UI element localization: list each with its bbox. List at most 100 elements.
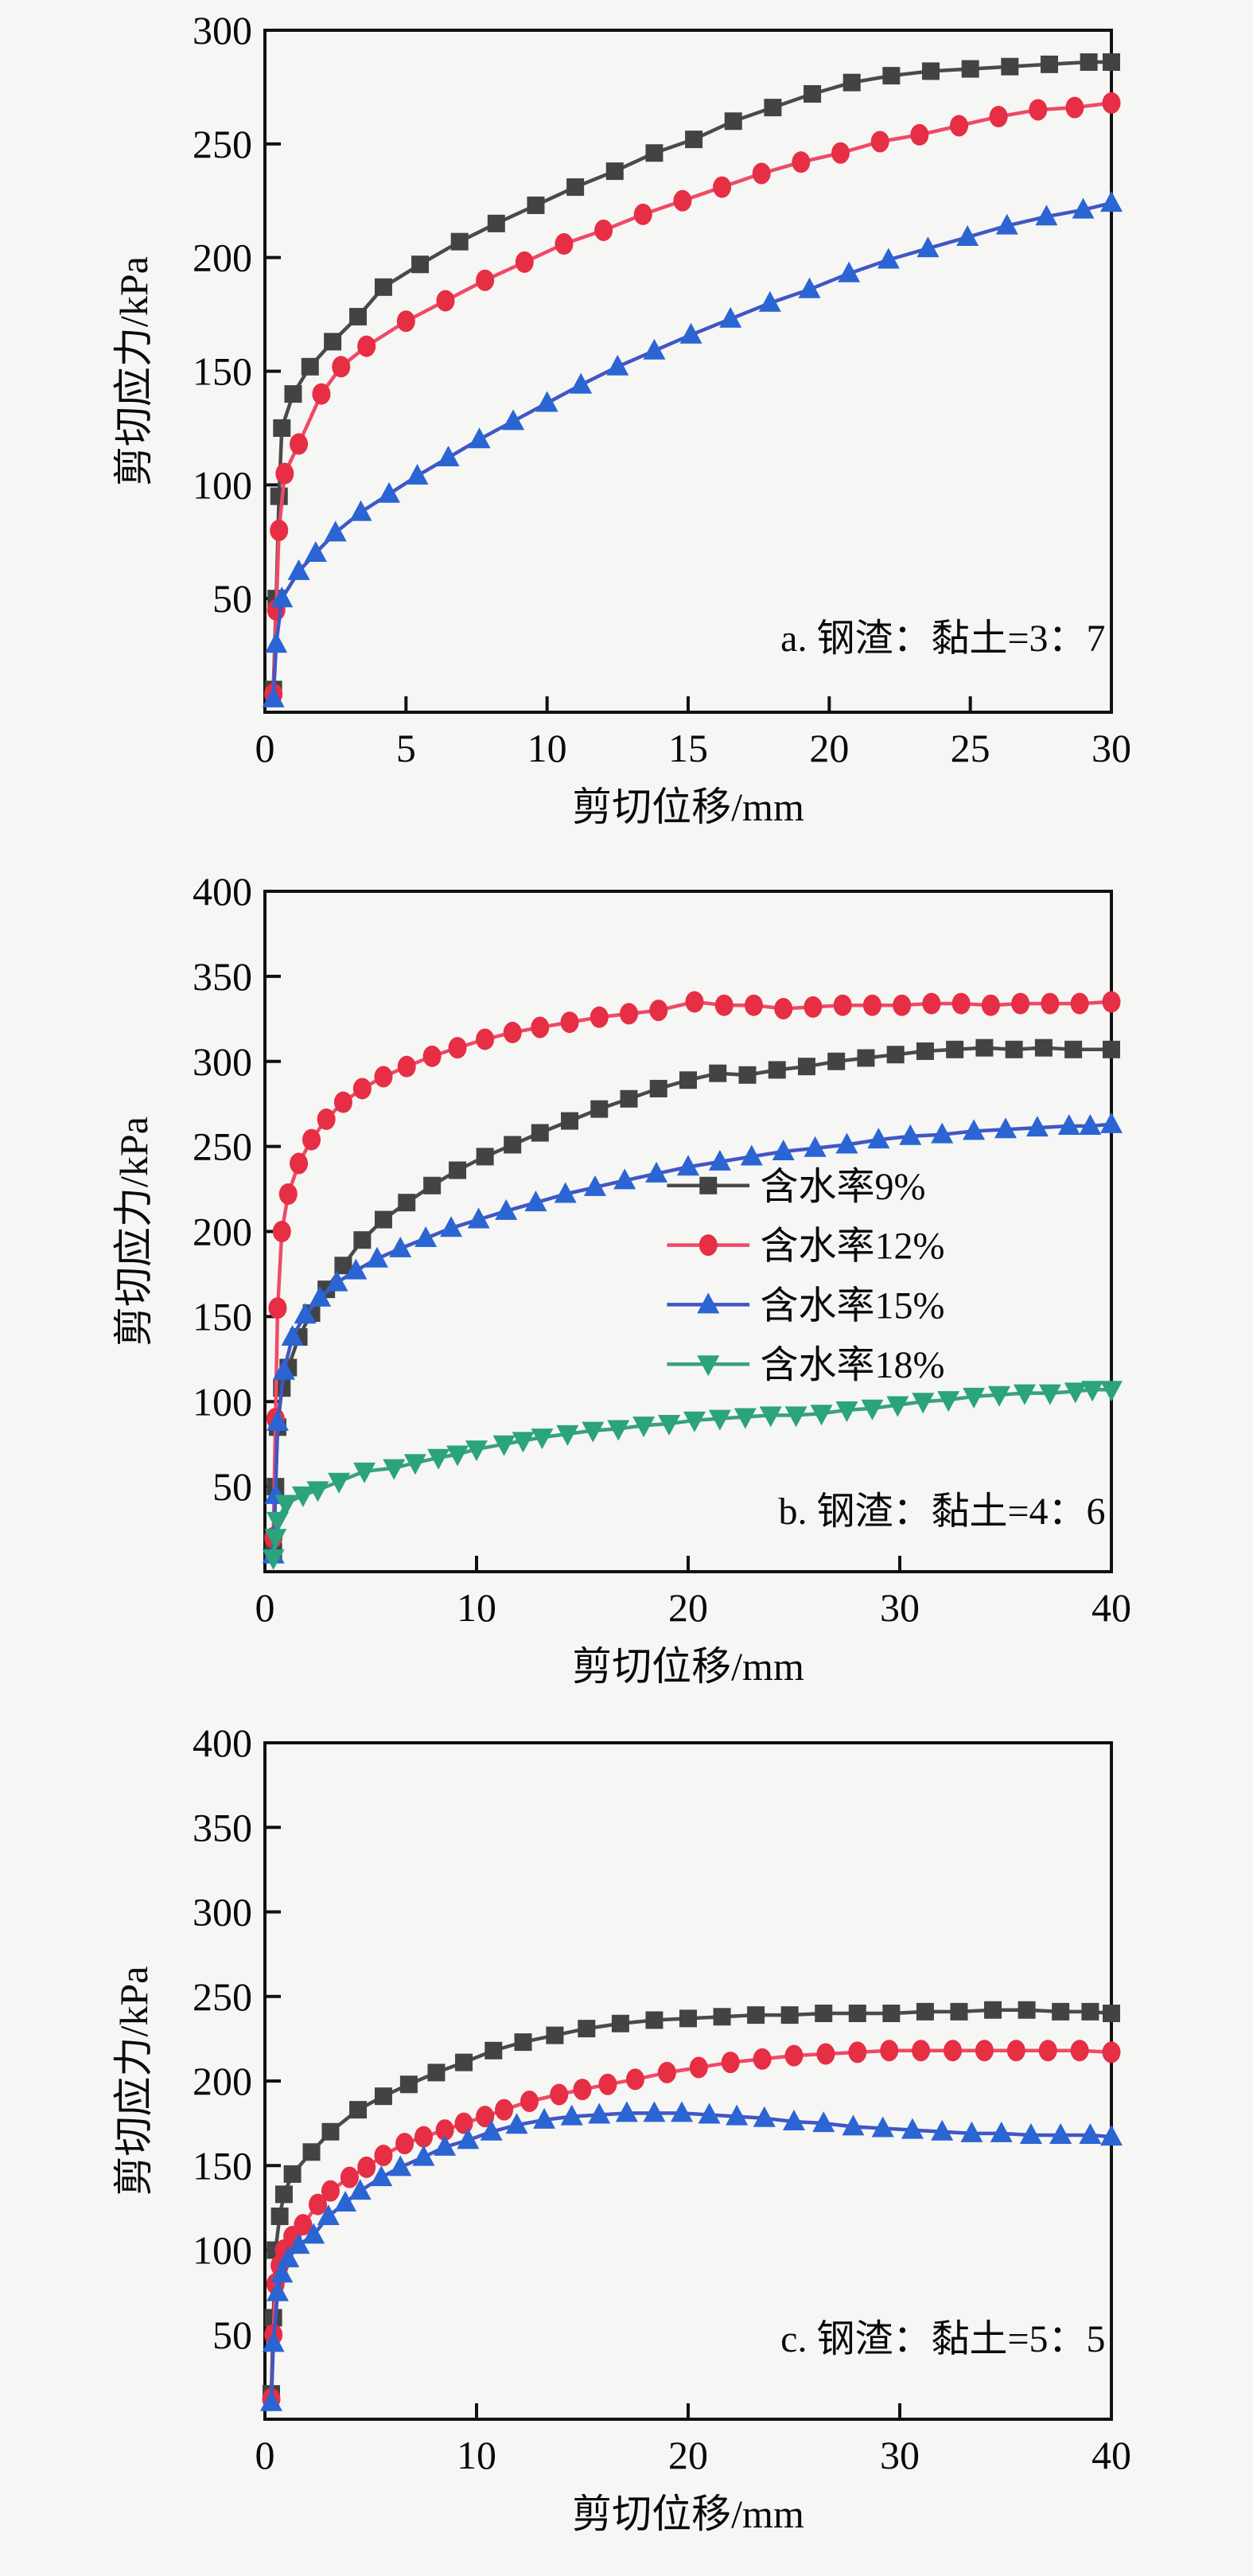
chart-b-w12-point — [649, 1000, 668, 1022]
chart-a-series-w12 — [264, 92, 1121, 705]
chart-a-ytick-150: 150 — [193, 349, 252, 394]
chart-a-w15-point — [1035, 205, 1058, 226]
chart-b-w12-point — [317, 1108, 336, 1130]
chart-c-series-w9 — [262, 2001, 1120, 2403]
chart-b-w12-point — [714, 994, 734, 1016]
chart-c-w12-point — [357, 2156, 376, 2178]
chart-b-xtick-40: 40 — [1092, 1585, 1131, 1630]
chart-b-w15-point — [467, 1207, 490, 1229]
chart-a-series-w9 — [264, 53, 1120, 699]
chart-a-ytick-200: 200 — [193, 236, 252, 280]
chart-c-w12-point — [721, 2052, 740, 2074]
chart-b-w15-point — [1025, 1116, 1049, 1137]
chart-a-w15-point — [262, 686, 285, 707]
chart-c-w12-point — [340, 2166, 359, 2188]
chart-c-w9-point — [546, 2026, 564, 2044]
chart-b-w9-point — [768, 1061, 786, 1079]
chart-b-xtick-30: 30 — [880, 1585, 920, 1630]
chart-b-w15-point — [772, 1140, 795, 1161]
chart-c-annotation: c. 钢渣：黏土=5：5 — [780, 2318, 1105, 2360]
chart-c-w15-point — [334, 2191, 357, 2212]
chart-c-w9-point — [882, 2005, 901, 2022]
legend-item-w9: 含水率9% — [667, 1166, 925, 1208]
legend-label-w18: 含水率18% — [760, 1344, 944, 1386]
chart-b-w9-point — [946, 1040, 964, 1058]
chart-a-w9-point — [605, 162, 624, 181]
chart-b-w9-point — [797, 1058, 815, 1076]
chart-b-ytick-250: 250 — [193, 1124, 252, 1169]
chart-a-w12-point — [332, 356, 351, 378]
chart-c-w9-point — [848, 2005, 866, 2022]
chart-a-w15-point — [606, 354, 629, 376]
chart-b-canvas: 0 10 20 30 40 50 100 150 200 250 300 350 400 剪切位移/mm 剪… — [111, 869, 1131, 1689]
chart-a-w12-point — [949, 115, 968, 137]
chart-c-w15-point — [270, 2262, 294, 2283]
chart-c-w9-point — [713, 2008, 731, 2026]
chart-c-w15-point — [434, 2134, 457, 2156]
chart-c-w9-point — [427, 2064, 446, 2082]
chart-c-w15-point — [960, 2121, 983, 2142]
chart-c-w15-point — [842, 2114, 865, 2136]
chart-c-w9-point — [321, 2122, 340, 2141]
chart-c-w15-point — [277, 2247, 300, 2268]
chart-c-w15-point — [1049, 2123, 1072, 2144]
chart-b-w12-point — [272, 1221, 291, 1242]
chart-a-w9-point — [804, 84, 822, 103]
chart-b-w18-point — [427, 1448, 450, 1470]
chart-a-w15-point — [406, 463, 429, 485]
chart-b-w12-point — [862, 994, 881, 1016]
chart-a-w9-point — [301, 357, 319, 376]
chart-c-w12-point — [657, 2061, 676, 2083]
chart-b-series-w15 — [262, 1112, 1123, 1564]
chart-c-w9-point — [780, 2006, 799, 2025]
chart-c-w15-point — [1019, 2123, 1042, 2144]
chart-a-w15-point — [798, 277, 821, 298]
chart-b-w15-point — [389, 1236, 412, 1257]
chart-c-shear-stress-vs-displacement: 0 10 20 30 40 50 100 150 200 250 300 350 400 剪切位移/mm 剪… — [0, 1695, 1253, 2576]
chart-b-w18-point — [912, 1393, 935, 1414]
chart-c-w15-point — [287, 2233, 310, 2254]
chart-a-xtick-10: 10 — [527, 726, 567, 770]
chart-b-w12-point — [620, 1003, 639, 1025]
chart-b-w12-point — [951, 992, 971, 1015]
chart-a-w9-point — [764, 99, 782, 117]
chart-c-w12-point — [689, 2056, 708, 2079]
chart-b-w18-point — [403, 1454, 426, 1475]
chart-a-w9-point — [961, 60, 979, 78]
chart-c-w15-point — [505, 2113, 528, 2134]
chart-b-w9-point — [709, 1064, 727, 1082]
chart-c-w12-point — [495, 2099, 514, 2121]
chart-b-w18-point — [465, 1440, 488, 1462]
chart-b-w18-point — [1013, 1384, 1036, 1405]
chart-b-w18-point — [886, 1396, 909, 1417]
chart-b-w12-point — [448, 1037, 467, 1059]
chart-a-w9-point — [527, 196, 545, 214]
chart-b-w15-point — [994, 1117, 1017, 1139]
chart-c-w15-point — [931, 2119, 954, 2141]
chart-b-w18-point — [306, 1481, 329, 1502]
chart-b-w12-point — [685, 991, 704, 1013]
chart-c-w9-point — [302, 2143, 321, 2161]
chart-a-w12-point — [275, 462, 294, 485]
chart-c-w12-point — [520, 2091, 539, 2112]
chart-c-w15-point — [389, 2155, 412, 2177]
chart-b-w18-point — [810, 1405, 833, 1426]
chart-c-w9-point — [1052, 2002, 1070, 2021]
chart-c-w12-point — [598, 2073, 617, 2095]
chart-b-w18-point — [683, 1411, 706, 1432]
legend: 含水率9% 含水率12% 含水率15% 含水率18% — [667, 1166, 944, 1386]
chart-b-ytick-100: 100 — [193, 1379, 252, 1424]
chart-b-w9-point — [1103, 1040, 1120, 1058]
chart-c-w15-point — [348, 2179, 372, 2200]
chart-c-w15-point — [615, 2101, 638, 2122]
chart-a-w12-point — [290, 433, 309, 455]
chart-b-w18-point — [531, 1428, 554, 1450]
chart-b-w18-point — [632, 1417, 656, 1438]
chart-c-ytick-200: 200 — [193, 2059, 252, 2103]
chart-b-w15-point — [1100, 1112, 1123, 1133]
chart-b-w12-point — [1102, 991, 1121, 1013]
chart-a-w15-point — [502, 409, 525, 431]
chart-a-w15-point — [838, 261, 861, 283]
chart-b-w15-point — [740, 1144, 763, 1166]
chart-c-w15-point — [726, 2104, 749, 2126]
